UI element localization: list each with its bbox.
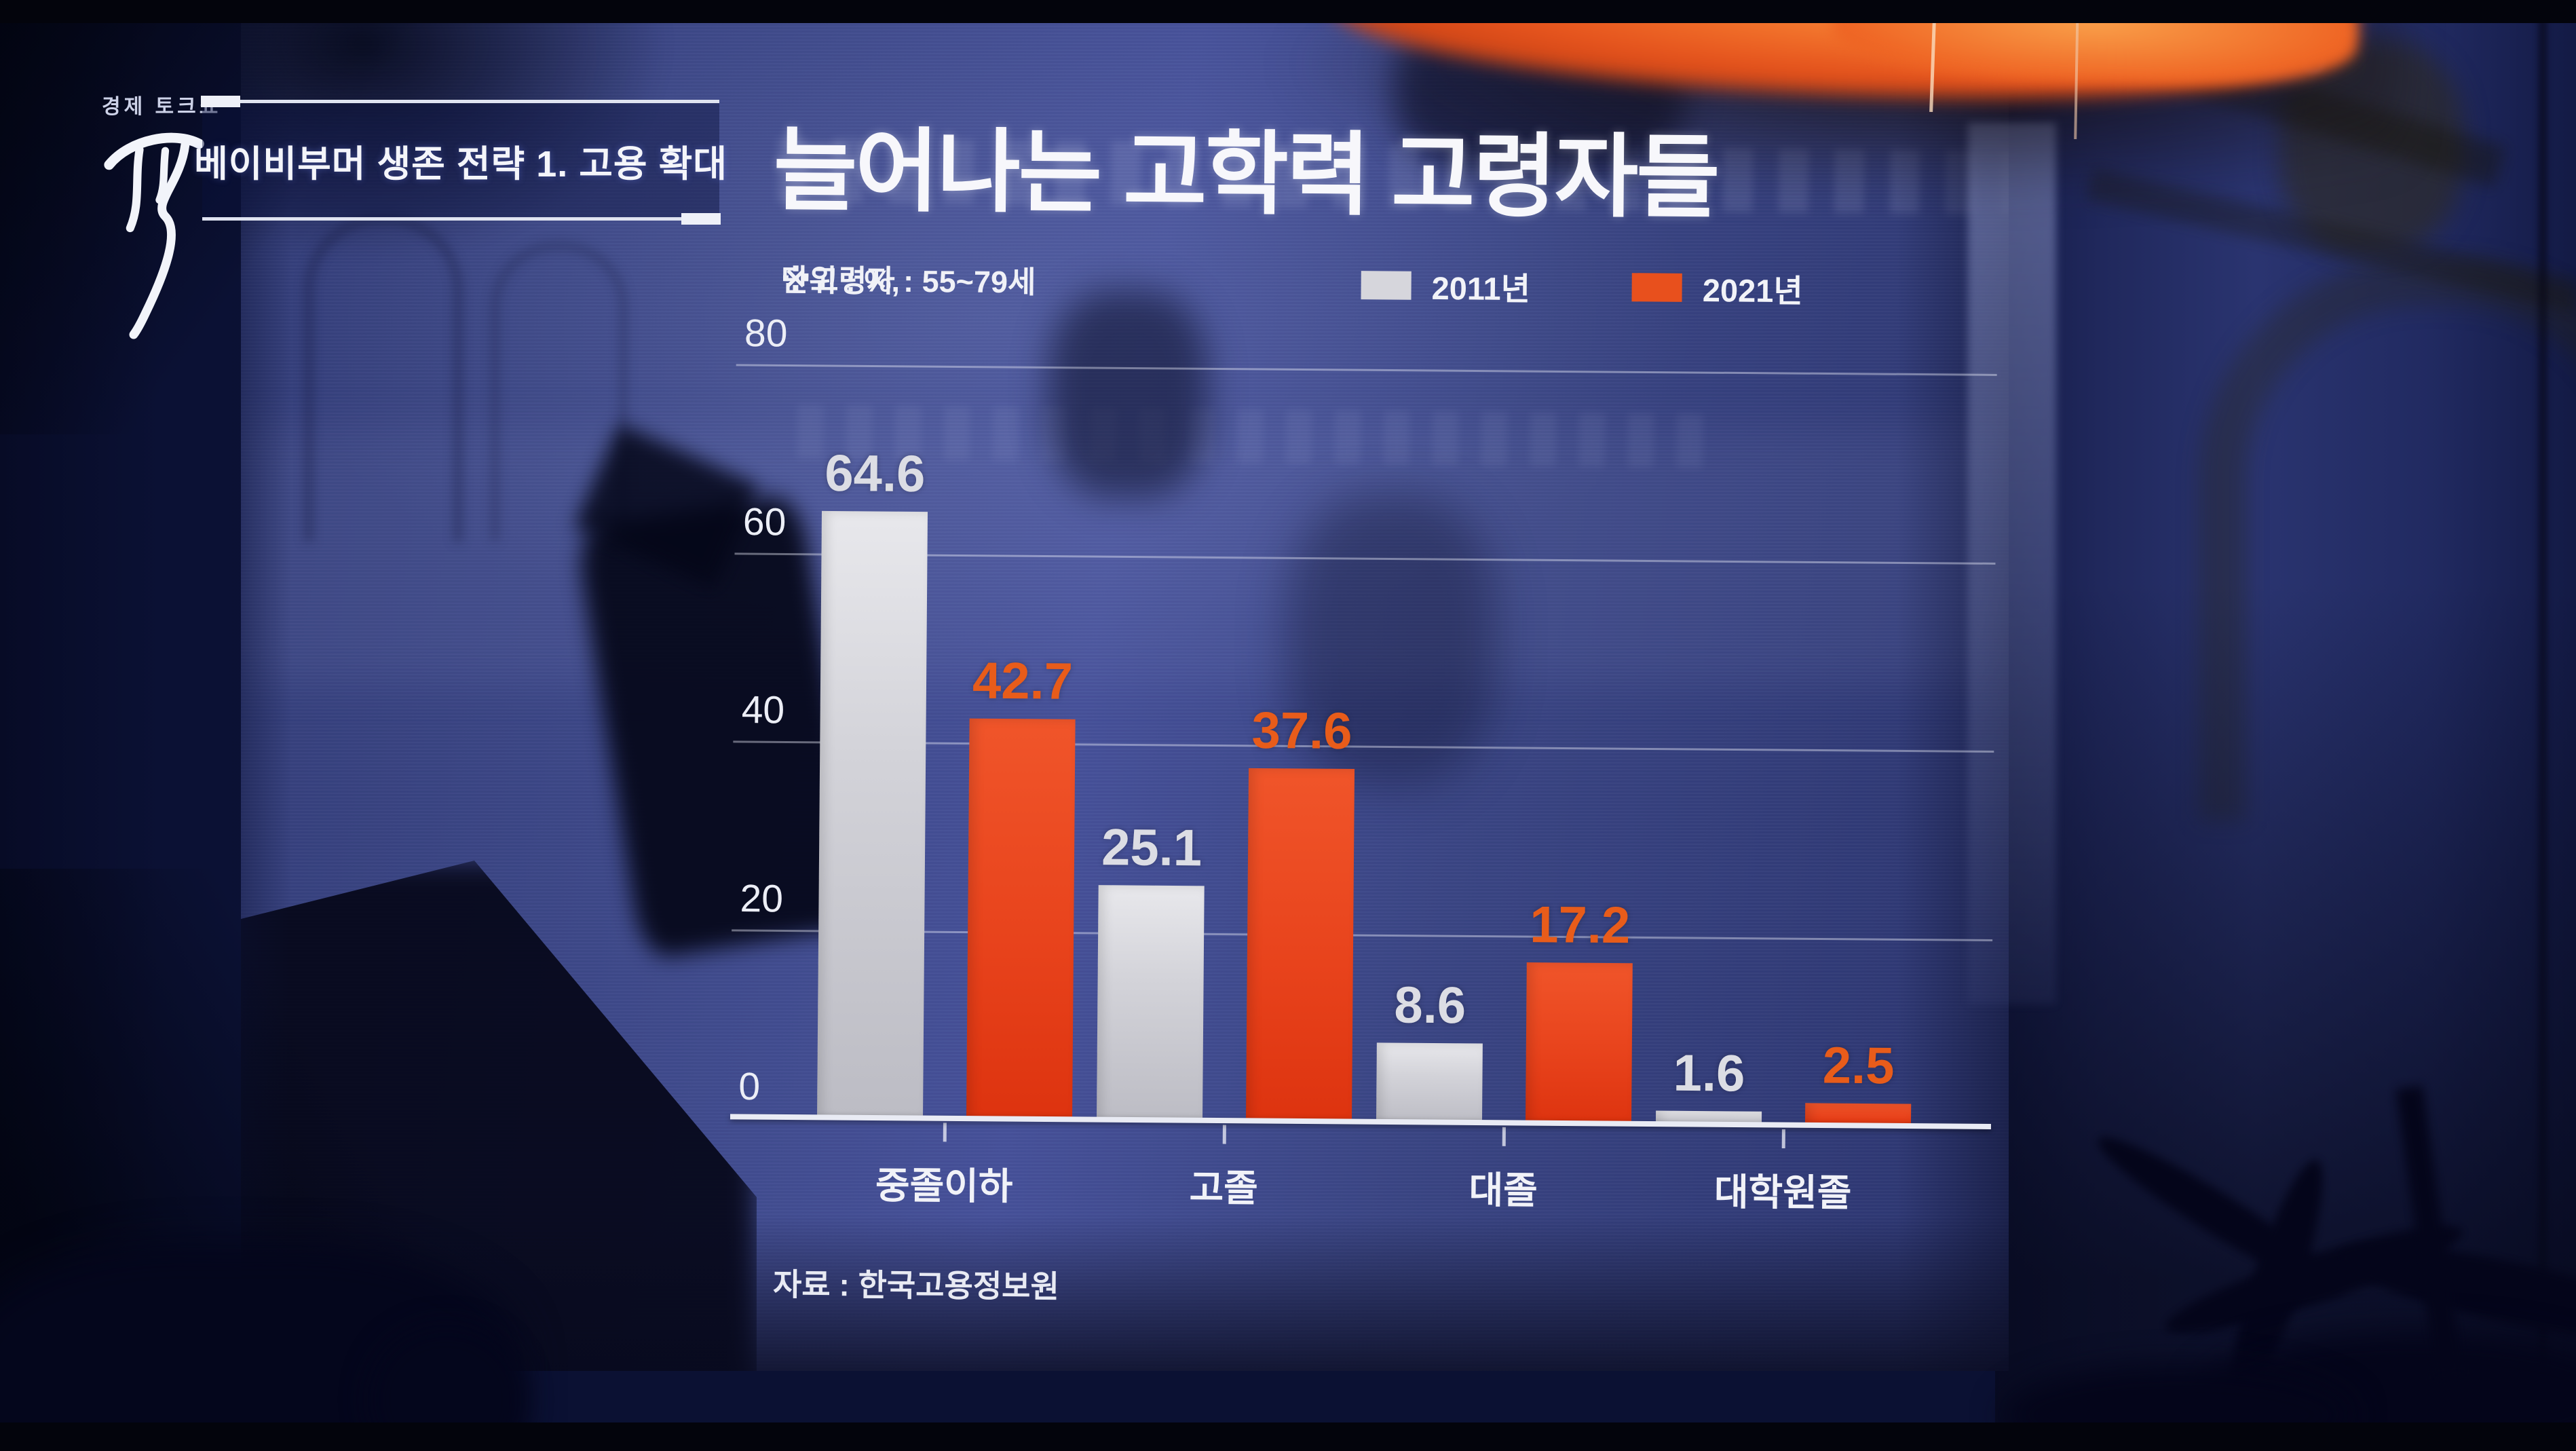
- bar-group-대졸: 8.6 17.2 대졸: [1376, 370, 1637, 1211]
- banner-rule: [201, 96, 719, 107]
- pick-logo-icon: [104, 132, 204, 339]
- statue-silhouette: [1286, 494, 1496, 786]
- bar-2021년-고졸: [1245, 768, 1355, 1124]
- chart-title: 늘어나는 고학력 고령자들: [773, 120, 1719, 229]
- screen-edge-highlight: [1968, 122, 2056, 1004]
- population-note: ※고령자 : 55~79세: [780, 263, 1036, 300]
- bar-column-2011년-대학원졸: 1.6: [1655, 373, 1768, 1127]
- bar-2011년-대졸: [1376, 1042, 1483, 1125]
- source-label: 자료 : 한국고용정보원: [772, 1266, 1060, 1304]
- y-axis-label-40: 40: [741, 687, 785, 732]
- legend-item-2011년: 2011년: [1361, 261, 1530, 309]
- projection-screen: [241, 19, 2009, 1371]
- banner-rule: [202, 213, 721, 225]
- letterbox-bottom: [0, 1422, 2576, 1451]
- letterbox-top: [0, 0, 2576, 23]
- bar-2021년-중졸이하: [966, 718, 1076, 1121]
- bar-group-고졸: 25.1 37.6 고졸: [1096, 368, 1358, 1209]
- screen-bottom-fade: [241, 1215, 2009, 1371]
- bar-column-2021년-대학원졸: 2.5: [1804, 373, 1917, 1128]
- value-label-2011년-고졸: 25.1: [1101, 818, 1202, 878]
- y-axis-label-0: 0: [738, 1064, 761, 1109]
- bar-column-2011년-고졸: 25.1: [1096, 368, 1209, 1123]
- bar-groups: 64.6 42.7 중졸이하 25.1 37.6 고졸 8.6 17.2 대졸 1.6 2.5 대학원…: [816, 366, 1917, 1214]
- bar-column-2021년-대졸: 17.2: [1525, 371, 1637, 1126]
- bar-column-2011년-중졸이하: 64.6: [816, 366, 929, 1120]
- y-axis-label-20: 20: [740, 876, 784, 920]
- value-label-2011년-대졸: 8.6: [1394, 976, 1466, 1035]
- value-label-2021년-대학원졸: 2.5: [1822, 1036, 1895, 1095]
- statue-silhouette: [1048, 290, 1208, 497]
- legend-swatch-2021년: [1631, 272, 1683, 302]
- bar-group-대학원졸: 1.6 2.5 대학원졸: [1655, 373, 1917, 1214]
- category-label-고졸: 고졸: [1189, 1167, 1259, 1209]
- banner-title: 베이비부머 생존 전략 1. 고용 확대: [194, 143, 727, 185]
- show-name-label: 경제 토크쇼: [102, 96, 222, 118]
- y-axis-label-80: 80: [744, 311, 788, 356]
- bar-2021년-대졸: [1525, 962, 1633, 1126]
- x-axis-tick-대학원졸: [1781, 1129, 1785, 1149]
- bar-column-2021년-고졸: 37.6: [1245, 369, 1358, 1124]
- episode-banner: 베이비부머 생존 전략 1. 고용 확대: [194, 96, 727, 225]
- x-axis-tick-중졸이하: [943, 1123, 947, 1142]
- x-axis-tick-대졸: [1502, 1127, 1506, 1146]
- y-axis-label-60: 60: [742, 500, 787, 544]
- category-label-중졸이하: 중졸이하: [875, 1164, 1013, 1208]
- legend-swatch-2011년: [1361, 270, 1412, 300]
- legend-label-2021년: 2021년: [1702, 272, 1803, 309]
- legend: 2011년 2021년: [1361, 261, 1803, 312]
- legend-item-2021년: 2021년: [1631, 263, 1803, 312]
- bar-column-2011년-대졸: 8.6: [1376, 370, 1488, 1125]
- bar-column-2021년-중졸이하: 42.7: [966, 367, 1078, 1121]
- x-axis-tick-고졸: [1222, 1125, 1226, 1144]
- value-label-2021년-고졸: 37.6: [1251, 702, 1352, 761]
- value-label-2011년-중졸이하: 64.6: [825, 444, 926, 503]
- bar-group-중졸이하: 64.6 42.7 중졸이하: [816, 366, 1078, 1207]
- bar-2011년-중졸이하: [816, 510, 928, 1120]
- value-label-2011년-대학원졸: 1.6: [1673, 1044, 1745, 1103]
- category-label-대학원졸: 대학원졸: [1713, 1171, 1852, 1214]
- value-label-2021년-대졸: 17.2: [1529, 896, 1631, 955]
- category-label-대졸: 대졸: [1469, 1169, 1538, 1212]
- value-label-2021년-중졸이하: 42.7: [972, 652, 1074, 711]
- legend-label-2011년: 2011년: [1431, 269, 1531, 307]
- bar-2011년-고졸: [1096, 884, 1205, 1123]
